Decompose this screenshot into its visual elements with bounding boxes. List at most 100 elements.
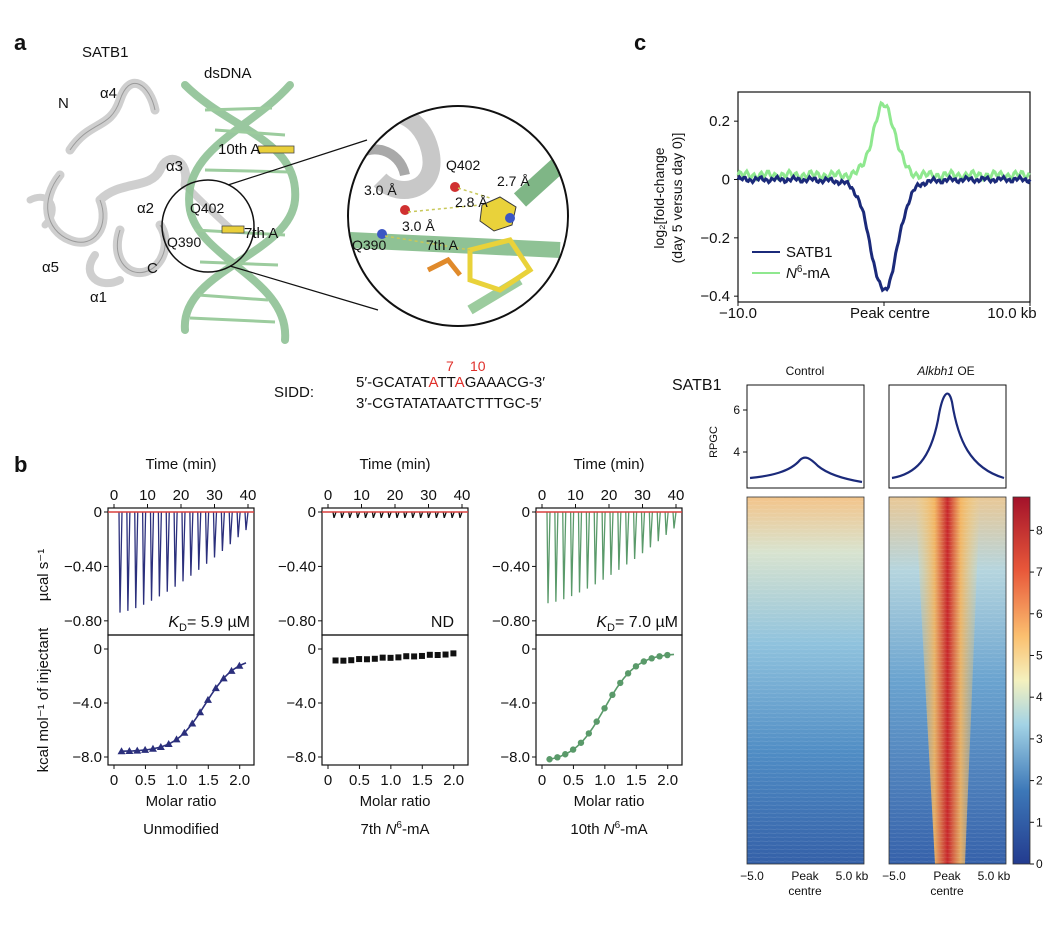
itc-injection-peak [403, 511, 408, 519]
itc-injection-peak [442, 511, 447, 519]
itc-data-point [133, 746, 142, 754]
itc-data-point [577, 739, 585, 746]
itc-time-tick: 10 [353, 487, 370, 504]
itc-injection-peak [450, 511, 455, 519]
profile-frame-control [746, 384, 865, 489]
itc-injection-peak [355, 511, 361, 519]
itc-injection-peak [418, 511, 424, 519]
itc-molar-tick: 1.5 [198, 772, 219, 789]
itc-data-point [403, 653, 410, 660]
itc-data-point [640, 658, 648, 665]
itc-data-point [569, 746, 577, 753]
fold-change-xtick-right: 10.0 kb [987, 305, 1036, 322]
sidd-position-10: 10 [470, 358, 486, 374]
fold-change-xtick-mid: Peak centre [850, 305, 930, 322]
itc-injection-peak [165, 511, 170, 592]
itc-raw-ytick: 0 [522, 504, 530, 521]
sidd-top-pre: 5′-GCATAT [356, 374, 429, 391]
itc-injection-peak [593, 511, 598, 585]
fold-change-chart: log₂[fold-change (day 5 versus day 0)] 0… [651, 91, 1037, 322]
itc-data-point [632, 663, 640, 670]
heatmap-oe-xtick-mid1: Peak [933, 869, 961, 883]
itc-injection-peak [157, 511, 163, 597]
itc-xlabel: Molar ratio [146, 793, 217, 810]
itc-data-point [554, 754, 561, 761]
itc-data-point [593, 718, 600, 725]
zoom-q390-label: Q390 [352, 237, 386, 253]
sidd-top-post: GAAACG-3′ [465, 374, 546, 391]
tenth-a-nucleotide [257, 145, 295, 154]
heatmap-col-oe: Alkbh1 OE [916, 364, 974, 378]
itc-injection-peak [387, 511, 392, 519]
itc-condition-label: 7th N6-mA [361, 820, 430, 838]
itc-data-point [363, 656, 370, 663]
itc-raw-ytick: 0 [94, 504, 102, 521]
alpha2-label: α2 [137, 200, 154, 217]
panel-a: a [14, 30, 569, 412]
itc-data-point [356, 656, 363, 663]
fold-change-ytick: 0 [722, 172, 730, 189]
itc-time-label: Time (min) [359, 456, 430, 473]
itc-molar-tick: 2.0 [443, 772, 464, 789]
fold-change-yticks: 0.2 0 −0.2 −0.4 [700, 113, 1031, 306]
zoom-q402-label: Q402 [446, 157, 480, 173]
itc-condition-label: Unmodified [143, 821, 219, 838]
fold-change-ytick: 0.2 [709, 113, 730, 130]
itc-molar-tick: 0 [538, 772, 546, 789]
itc-data-point [156, 742, 165, 750]
itc-data-point [211, 684, 220, 692]
itc-injection-peak [585, 511, 591, 589]
dna-helix [180, 81, 300, 344]
itc-injection-peak [348, 511, 353, 519]
itc-iso-ytick: −8.0 [72, 749, 102, 766]
fold-change-legend: SATB1 N6-mA [752, 244, 832, 282]
fold-change-ylabel-2: (day 5 versus day 0)] [669, 133, 685, 264]
itc-injection-peak [426, 511, 432, 519]
itc-fit-curve [548, 653, 675, 761]
itc-raw-ytick: −0.80 [492, 613, 530, 630]
itc-data-point [340, 657, 347, 664]
heatmap-control-xtick-right: 5.0 kb [836, 869, 869, 883]
fold-change-ytick: −0.2 [700, 230, 730, 247]
itc-data-point [664, 651, 671, 659]
sidd-label: SIDD: [274, 384, 314, 401]
zoom-connector-bottom [229, 265, 379, 311]
itc-data-point [172, 735, 181, 743]
heatmap-control-xtick-mid2: centre [788, 884, 822, 898]
colorbar-tick-label: 3 [1036, 732, 1043, 746]
seventh-a-nucleotide [221, 225, 245, 234]
itc-top-ylabel: µcal s⁻¹ [35, 549, 52, 601]
itc-data-point [418, 652, 425, 659]
profile-line-oe [891, 392, 1005, 480]
q390-label: Q390 [167, 234, 201, 250]
fold-change-xtick-left: −10.0 [719, 305, 757, 322]
heatmap-control-frame [746, 496, 865, 865]
itc-injection-peak [569, 511, 575, 597]
fold-change-ylabel-1: log₂[fold-change [651, 147, 667, 248]
itc-isotherm-frame [535, 634, 683, 766]
itc-injection-peak [656, 511, 661, 542]
itc-kd-label: KD= 7.0 µM [596, 614, 678, 634]
itc-iso-ytick: −8.0 [500, 749, 530, 766]
itc-iso-ytick: 0 [94, 641, 102, 658]
zoom-connector-top [227, 139, 368, 186]
itc-molar-tick: 0.5 [349, 772, 370, 789]
itc-injection-peak [434, 511, 439, 519]
itc-kd-label: KD= 5.9 µM [168, 614, 250, 634]
alpha4-label: α4 [100, 85, 117, 102]
itc-molar-tick: 1.5 [412, 772, 433, 789]
colorbar-tick-label: 5 [1036, 648, 1043, 662]
fold-change-plot-frame [737, 91, 1031, 303]
sidd-top-a7: A [429, 374, 439, 391]
itc-data-point [219, 674, 228, 682]
heatmap-row-label: SATB1 [672, 377, 722, 394]
colorbar-tick-label: 6 [1036, 607, 1043, 621]
itc-data-point [624, 670, 632, 677]
itc-data-point [450, 650, 457, 657]
itc-data-point [141, 745, 150, 753]
distance-3-0-top: 3.0 Å [364, 182, 397, 198]
itc-time-tick: 30 [206, 487, 223, 504]
itc-iso-ytick: −4.0 [286, 695, 316, 712]
satb1-heatmap-section: SATB1 Control Alkbh1 OE RPGC 6 4 −5.0 Pe… [672, 364, 1043, 898]
